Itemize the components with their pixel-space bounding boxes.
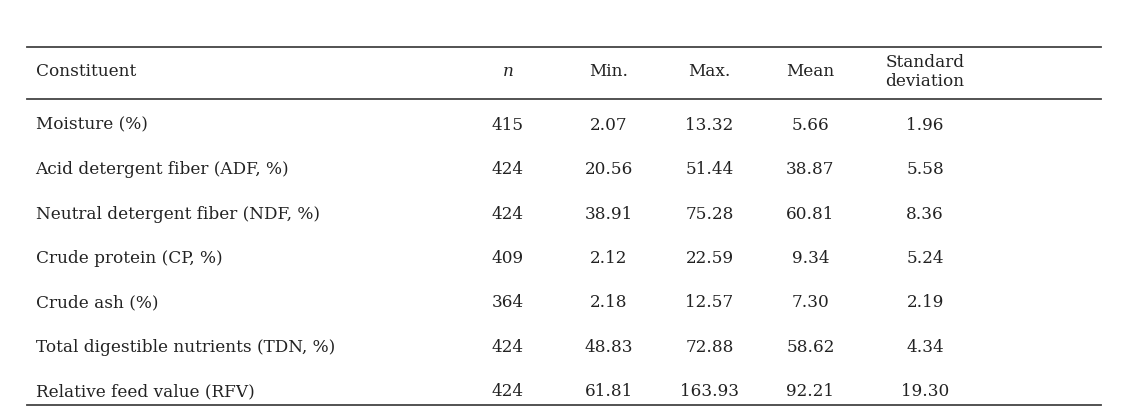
Text: 4.34: 4.34: [906, 339, 944, 356]
Text: 2.07: 2.07: [590, 117, 627, 134]
Text: 38.87: 38.87: [786, 161, 835, 178]
Text: 163.93: 163.93: [680, 383, 739, 400]
Text: 38.91: 38.91: [584, 205, 633, 222]
Text: 415: 415: [492, 117, 525, 134]
Text: 5.58: 5.58: [906, 161, 944, 178]
Text: 58.62: 58.62: [786, 339, 835, 356]
Text: 60.81: 60.81: [786, 205, 835, 222]
Text: 61.81: 61.81: [584, 383, 633, 400]
Text: 409: 409: [492, 250, 525, 267]
Text: 1.96: 1.96: [906, 117, 944, 134]
Text: Min.: Min.: [589, 63, 628, 80]
Text: Constituent: Constituent: [35, 63, 135, 80]
Text: Crude ash (%): Crude ash (%): [35, 294, 158, 311]
Text: 2.18: 2.18: [590, 294, 627, 311]
Text: Moisture (%): Moisture (%): [35, 117, 148, 134]
Text: 48.83: 48.83: [584, 339, 633, 356]
Text: 51.44: 51.44: [686, 161, 733, 178]
Text: Mean: Mean: [786, 63, 835, 80]
Text: 7.30: 7.30: [792, 294, 829, 311]
Text: 2.19: 2.19: [907, 294, 944, 311]
Text: 2.12: 2.12: [590, 250, 627, 267]
Text: 424: 424: [492, 339, 525, 356]
Text: Max.: Max.: [688, 63, 731, 80]
Text: 5.66: 5.66: [792, 117, 829, 134]
Text: Crude protein (CP, %): Crude protein (CP, %): [35, 250, 222, 267]
Text: Standard
deviation: Standard deviation: [885, 54, 964, 90]
Text: 72.88: 72.88: [686, 339, 733, 356]
Text: Total digestible nutrients (TDN, %): Total digestible nutrients (TDN, %): [35, 339, 335, 356]
Text: 22.59: 22.59: [686, 250, 733, 267]
Text: 8.36: 8.36: [906, 205, 944, 222]
Text: 20.56: 20.56: [584, 161, 633, 178]
Text: 424: 424: [492, 205, 525, 222]
Text: 424: 424: [492, 383, 525, 400]
Text: 424: 424: [492, 161, 525, 178]
Text: Acid detergent fiber (ADF, %): Acid detergent fiber (ADF, %): [35, 161, 289, 178]
Text: 75.28: 75.28: [686, 205, 733, 222]
Text: Relative feed value (RFV): Relative feed value (RFV): [35, 383, 254, 400]
Text: 12.57: 12.57: [686, 294, 733, 311]
Text: n: n: [503, 63, 513, 80]
Text: Neutral detergent fiber (NDF, %): Neutral detergent fiber (NDF, %): [35, 205, 319, 222]
Text: 19.30: 19.30: [901, 383, 950, 400]
Text: 9.34: 9.34: [792, 250, 829, 267]
Text: 13.32: 13.32: [686, 117, 733, 134]
Text: 92.21: 92.21: [786, 383, 835, 400]
Text: 364: 364: [492, 294, 525, 311]
Text: 5.24: 5.24: [906, 250, 944, 267]
